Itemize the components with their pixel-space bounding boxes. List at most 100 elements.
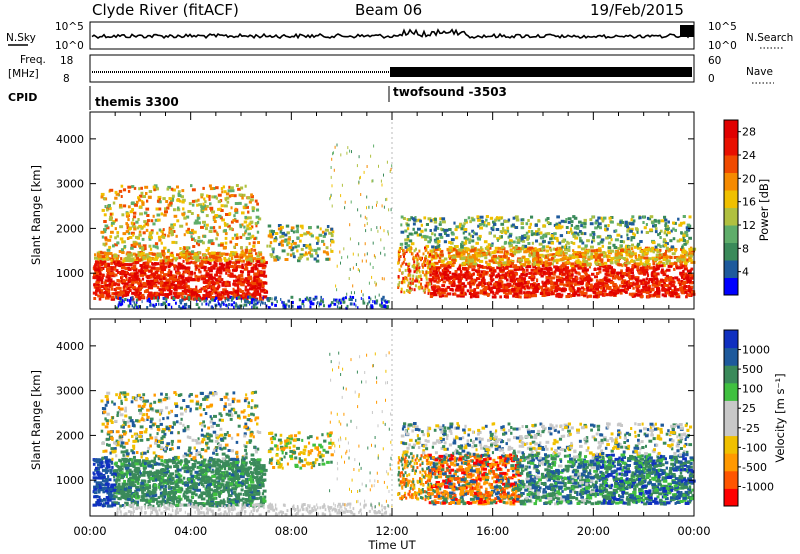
- power-cell: [536, 285, 542, 289]
- power-cell: [260, 264, 265, 267]
- power-cell: [683, 259, 687, 263]
- power-cell: [507, 218, 511, 222]
- power-cell: [470, 293, 474, 296]
- power-cell: [501, 245, 505, 249]
- power-cell: [420, 229, 424, 233]
- power-cell: [368, 205, 370, 209]
- power-cell: [504, 230, 508, 234]
- power-cell: [347, 255, 349, 259]
- power-cell: [664, 277, 668, 281]
- power-cell: [196, 241, 199, 245]
- power-cell: [163, 252, 166, 256]
- power-cell: [188, 231, 193, 234]
- power-cell: [260, 271, 264, 275]
- power-cell: [479, 289, 484, 293]
- power-cell: [650, 288, 655, 292]
- power-cell: [480, 254, 484, 258]
- power-cell: [649, 215, 654, 219]
- power-cell: [489, 268, 493, 272]
- power-cell: [630, 238, 633, 242]
- power-cell: [131, 296, 134, 300]
- power-cell: [636, 284, 641, 288]
- power-cell: [619, 249, 625, 252]
- power-cell: [181, 290, 186, 294]
- power-cell: [521, 239, 526, 243]
- power-cell: [576, 289, 580, 293]
- power-cell: [595, 248, 599, 252]
- power-cell: [624, 221, 628, 225]
- power-cell: [225, 192, 230, 196]
- power-cell: [535, 239, 539, 243]
- power-cell: [251, 286, 256, 290]
- power-cell: [154, 295, 159, 299]
- power-cell: [422, 234, 427, 238]
- power-cell: [313, 257, 317, 261]
- power-cell: [163, 301, 166, 305]
- power-cell: [250, 195, 254, 198]
- power-cell: [223, 204, 228, 208]
- power-cell: [303, 232, 308, 236]
- power-cell: [517, 281, 523, 285]
- power-cell: [197, 236, 201, 239]
- power-cell: [559, 234, 564, 238]
- power-cell: [579, 282, 584, 286]
- power-cell: [196, 214, 200, 218]
- power-cell: [677, 281, 681, 285]
- power-cell: [263, 259, 266, 263]
- power-cell: [677, 217, 680, 221]
- power-cell: [257, 217, 262, 221]
- power-cell: [92, 291, 97, 295]
- power-cell: [606, 267, 609, 271]
- power-cell: [608, 278, 611, 282]
- power-cell: [240, 297, 243, 301]
- power-cell: [473, 231, 476, 235]
- power-cell: [508, 291, 513, 295]
- power-cell: [173, 223, 176, 227]
- power-cell: [486, 251, 489, 255]
- power-cell: [220, 243, 224, 247]
- power-cell: [621, 279, 627, 283]
- power-cell: [579, 290, 585, 294]
- power-cell: [524, 293, 528, 297]
- power-cell: [651, 283, 657, 287]
- power-cell: [485, 260, 488, 264]
- power-cell: [380, 251, 382, 255]
- power-cell: [482, 289, 487, 293]
- power-cell: [609, 281, 615, 285]
- power-cell: [208, 273, 213, 277]
- power-cell: [541, 280, 544, 284]
- nave-label: Nave: [746, 66, 773, 78]
- power-cell: [119, 299, 121, 303]
- power-cell: [640, 295, 643, 299]
- power-cell: [104, 279, 110, 283]
- power-cell: [361, 289, 362, 293]
- power-cell: [518, 286, 521, 289]
- power-cell: [479, 259, 484, 263]
- power-cell: [471, 279, 476, 283]
- power-cell: [674, 292, 677, 295]
- power-cell: [376, 203, 377, 207]
- power-cell: [202, 277, 207, 281]
- power-cell: [530, 294, 533, 298]
- power-cell: [166, 295, 169, 299]
- power-cell: [309, 248, 314, 252]
- power-cell: [202, 254, 208, 258]
- power-cell: [179, 299, 181, 303]
- power-cell: [641, 270, 647, 274]
- power-cell: [636, 293, 641, 297]
- power-cell: [256, 260, 261, 264]
- power-cell: [523, 295, 529, 299]
- power-cell: [515, 218, 520, 222]
- power-cell: [601, 219, 605, 223]
- power-cell: [678, 266, 683, 270]
- power-cell: [372, 266, 374, 269]
- power-cell: [538, 271, 542, 275]
- power-cell: [259, 297, 264, 300]
- power-cell: [472, 272, 475, 276]
- power-cell: [178, 256, 182, 260]
- power-cell: [612, 243, 616, 247]
- power-cell: [580, 231, 583, 235]
- power-cell: [277, 224, 282, 227]
- power-cell: [448, 228, 452, 231]
- power-cell: [239, 255, 244, 259]
